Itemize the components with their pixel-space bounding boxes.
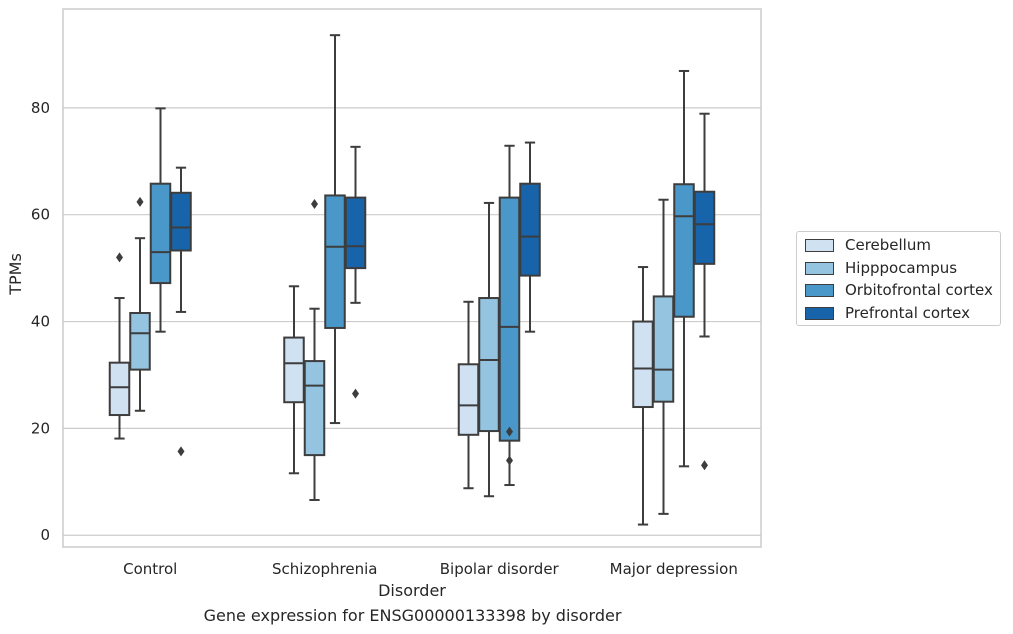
x-axis-label: Disorder [378,581,446,600]
legend-swatch-hippocampus [805,261,834,275]
iqr-box [457,363,480,436]
outlier-point [352,388,359,399]
box-prefrontal-cortex [344,145,367,399]
legend-swatch-cerebellum [805,238,834,252]
outlier-point [506,426,513,437]
box-cerebellum [457,300,480,490]
legend-swatch-prefrontal [805,306,834,320]
y-axis-label: TPMs [6,253,25,296]
iqr-box [673,183,695,318]
box-prefrontal-cortex [170,166,192,457]
figure-caption: Gene expression for ENSG00000133398 by d… [203,606,622,625]
y-tick-labels: 0 20 40 60 80 [31,99,50,544]
box-hipppocampus [652,198,675,515]
legend-item-hippocampus: Hipppocampus [805,258,957,278]
iqr-box [129,311,151,371]
iqr-box [324,194,346,329]
iqr-box [693,190,716,265]
legend-label: Orbitofrontal cortex [845,281,993,299]
box-hipppocampus [303,199,326,501]
iqr-box [478,297,500,433]
legend-label: Hipppocampus [845,259,958,277]
y-tick-label: 60 [31,206,50,224]
outlier-point [136,196,144,207]
iqr-box [498,196,521,442]
y-tick-label: 0 [40,526,50,544]
legend-label: Cerebellum [845,236,931,254]
y-tick-label: 40 [31,313,50,331]
box-cerebellum [632,266,654,526]
legend-item-prefrontal: Prefrontal cortex [805,303,970,323]
iqr-box [303,360,326,457]
box-orbitofrontal-cortex [498,144,521,487]
x-tick-label: Control [123,560,177,578]
box-orbitofrontal-cortex [673,69,695,468]
iqr-box [632,320,654,409]
x-tick-label: Schizophrenia [272,560,377,578]
iqr-box [344,196,367,270]
box-orbitofrontal-cortex [149,107,172,333]
outlier-point [116,252,123,263]
outlier-point [506,455,513,466]
iqr-box [149,182,172,285]
box-orbitofrontal-cortex [324,34,346,425]
outlier-point [177,446,185,457]
x-tick-labels: Control Schizophrenia Bipolar disorder Majo… [123,560,738,578]
iqr-box [652,295,675,403]
box-hipppocampus [129,196,151,412]
iqr-box [283,336,305,404]
boxes [108,34,716,526]
plot-frame [62,8,762,548]
box-hipppocampus [478,201,500,498]
legend-item-orbitofrontal: Orbitofrontal cortex [805,280,993,300]
iqr-box [108,361,131,417]
iqr-box [519,182,541,277]
x-tick-label: Major depression [610,560,738,578]
box-prefrontal-cortex [693,112,716,471]
box-cerebellum [283,285,305,475]
legend-swatch-orbitofrontal [805,283,834,297]
legend-label: Prefrontal cortex [845,304,970,322]
box-cerebellum [108,252,131,440]
y-tick-label: 20 [31,419,50,437]
y-tick-label: 80 [31,99,50,117]
iqr-box [170,191,192,252]
box-prefrontal-cortex [519,141,541,333]
outlier-point [311,199,318,210]
legend: Cerebellum Hipppocampus Orbitofrontal co… [796,231,1001,326]
outlier-point [701,460,708,471]
legend-item-cerebellum: Cerebellum [805,235,931,255]
x-tick-label: Bipolar disorder [440,560,560,578]
